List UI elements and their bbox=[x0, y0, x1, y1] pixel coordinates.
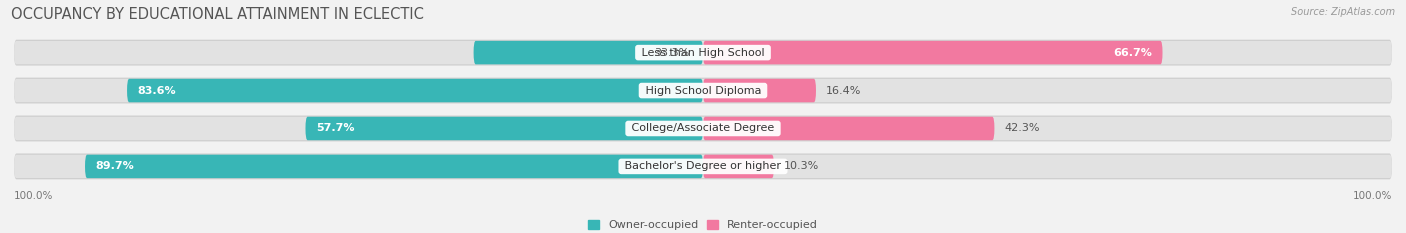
Text: 10.3%: 10.3% bbox=[785, 161, 820, 171]
FancyBboxPatch shape bbox=[703, 79, 815, 102]
Text: Source: ZipAtlas.com: Source: ZipAtlas.com bbox=[1291, 7, 1395, 17]
FancyBboxPatch shape bbox=[703, 41, 1163, 64]
FancyBboxPatch shape bbox=[14, 154, 1392, 179]
Text: 16.4%: 16.4% bbox=[827, 86, 862, 96]
Text: 66.7%: 66.7% bbox=[1114, 48, 1152, 58]
FancyBboxPatch shape bbox=[474, 41, 703, 64]
Text: 100.0%: 100.0% bbox=[14, 191, 53, 201]
FancyBboxPatch shape bbox=[14, 116, 1392, 141]
FancyBboxPatch shape bbox=[14, 79, 1392, 102]
Text: 83.6%: 83.6% bbox=[138, 86, 176, 96]
FancyBboxPatch shape bbox=[14, 40, 1392, 65]
FancyBboxPatch shape bbox=[14, 155, 1392, 178]
Text: OCCUPANCY BY EDUCATIONAL ATTAINMENT IN ECLECTIC: OCCUPANCY BY EDUCATIONAL ATTAINMENT IN E… bbox=[11, 7, 425, 22]
FancyBboxPatch shape bbox=[703, 155, 773, 178]
Text: Bachelor's Degree or higher: Bachelor's Degree or higher bbox=[621, 161, 785, 171]
Text: High School Diploma: High School Diploma bbox=[641, 86, 765, 96]
FancyBboxPatch shape bbox=[84, 155, 703, 178]
Text: 57.7%: 57.7% bbox=[316, 123, 354, 134]
FancyBboxPatch shape bbox=[14, 117, 1392, 140]
Text: 33.3%: 33.3% bbox=[654, 48, 689, 58]
Text: 89.7%: 89.7% bbox=[96, 161, 134, 171]
FancyBboxPatch shape bbox=[14, 78, 1392, 103]
Text: 42.3%: 42.3% bbox=[1005, 123, 1040, 134]
Text: Less than High School: Less than High School bbox=[638, 48, 768, 58]
FancyBboxPatch shape bbox=[14, 41, 1392, 64]
FancyBboxPatch shape bbox=[703, 117, 994, 140]
Legend: Owner-occupied, Renter-occupied: Owner-occupied, Renter-occupied bbox=[583, 215, 823, 233]
FancyBboxPatch shape bbox=[127, 79, 703, 102]
FancyBboxPatch shape bbox=[305, 117, 703, 140]
Text: College/Associate Degree: College/Associate Degree bbox=[628, 123, 778, 134]
Text: 100.0%: 100.0% bbox=[1353, 191, 1392, 201]
